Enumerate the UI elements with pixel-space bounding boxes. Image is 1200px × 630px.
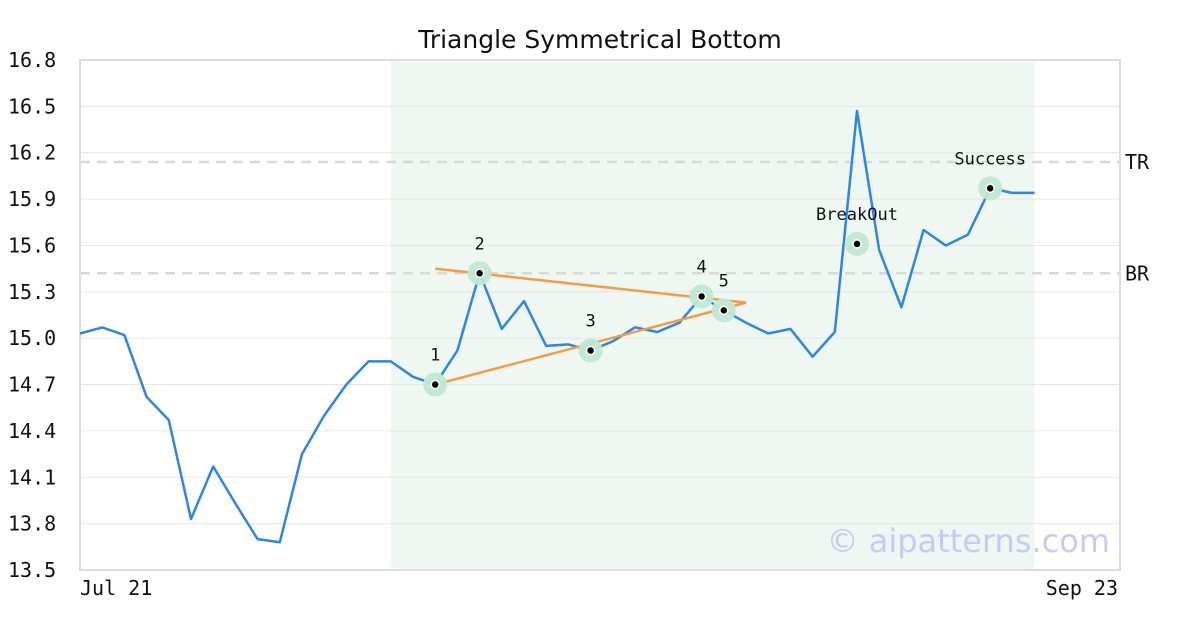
- y-tick-label: 15.9: [8, 187, 56, 211]
- y-tick-label: 14.4: [8, 419, 56, 443]
- reference-label-tr: TR: [1125, 150, 1150, 174]
- marker-point: [985, 183, 995, 194]
- y-tick-label: 13.8: [8, 512, 56, 536]
- y-tick-label: 15.3: [8, 280, 56, 304]
- chart-title: Triangle Symmetrical Bottom: [417, 25, 782, 54]
- marker-point: [585, 345, 596, 356]
- plot-area: 13.5 13.8 14.1 14.4 14.7 15.0 15.3 15.6 15.9 16.2…: [8, 48, 1150, 600]
- y-tick-label: 13.5: [8, 558, 56, 582]
- price-line: [79, 109, 1035, 544]
- plot-frame: [79, 59, 1121, 571]
- marker-point: [696, 291, 707, 302]
- y-tick-label: 15.6: [8, 233, 56, 257]
- y-tick-label: 14.1: [8, 465, 56, 489]
- y-tick-label: 16.5: [8, 94, 56, 118]
- x-tick-label: Sep 23: [1046, 576, 1118, 600]
- y-tick-label: 15.0: [8, 326, 56, 350]
- marker-label: 1: [430, 346, 440, 366]
- marker-point: [852, 239, 862, 249]
- marker-label: 4: [696, 257, 706, 277]
- y-tick-label: 16.8: [8, 48, 56, 72]
- reference-label-br: BR: [1125, 261, 1150, 285]
- marker-label: BreakOut: [816, 205, 898, 225]
- marker-label: 2: [474, 234, 484, 254]
- marker-label: 5: [719, 271, 729, 291]
- y-tick-label: 14.7: [8, 373, 56, 397]
- marker-label: 3: [585, 312, 595, 332]
- marker-point: [430, 379, 440, 390]
- marker-label: Success: [954, 149, 1026, 169]
- highlight-region: [390, 60, 1035, 570]
- y-tick-label: 16.2: [8, 141, 56, 165]
- marker-point: [474, 268, 485, 279]
- marker-point: [719, 305, 729, 316]
- x-tick-label: Jul 21: [80, 576, 152, 600]
- watermark: © aipatterns.com: [827, 522, 1110, 560]
